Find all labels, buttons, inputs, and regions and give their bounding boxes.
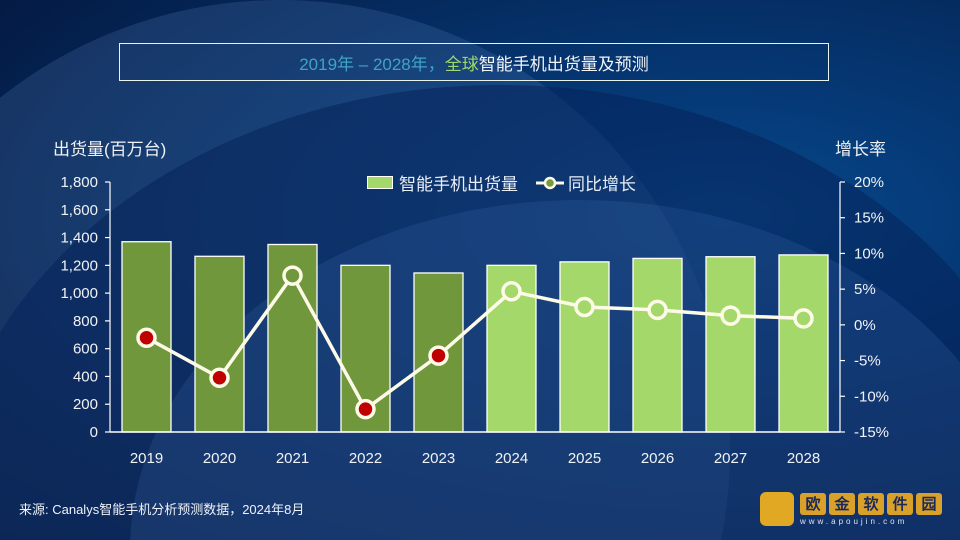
logo-char: 件 xyxy=(887,492,913,515)
bar-2028 xyxy=(778,254,829,433)
legend-bar-label: 智能手机出货量 xyxy=(399,175,518,194)
x-tick-label: 2027 xyxy=(714,450,747,467)
bar-2027 xyxy=(705,256,756,433)
left-axis-title: 出货量(百万台) xyxy=(53,140,167,159)
x-tick-label: 2028 xyxy=(787,450,820,467)
x-tick-label: 2026 xyxy=(641,450,674,467)
growth-marker-2024 xyxy=(501,281,522,302)
x-tick-label: 2020 xyxy=(203,450,236,467)
left-tick-label: 800 xyxy=(73,313,98,330)
logo-icon xyxy=(760,492,794,526)
x-tick-label: 2024 xyxy=(495,450,528,467)
x-tick-label: 2021 xyxy=(276,450,309,467)
left-tick-label: 1,200 xyxy=(60,257,98,274)
growth-marker-2027 xyxy=(720,305,741,326)
growth-marker-2022 xyxy=(355,398,376,420)
growth-marker-2025 xyxy=(574,296,595,318)
legend-line-label: 同比增长 xyxy=(568,175,636,194)
legend-line-swatch-icon xyxy=(536,176,564,189)
left-tick-label: 1,800 xyxy=(60,174,98,191)
growth-marker-2021 xyxy=(282,265,303,286)
growth-marker-2026 xyxy=(647,299,668,321)
bar-2025 xyxy=(559,261,610,433)
right-tick-label: 0% xyxy=(854,317,876,334)
growth-marker-2020 xyxy=(209,367,230,388)
x-tick-label: 2019 xyxy=(130,450,163,467)
logo-char: 金 xyxy=(829,492,855,515)
x-tick-label: 2025 xyxy=(568,450,601,467)
left-tick-label: 400 xyxy=(73,368,98,385)
chart-legend: 智能手机出货量 同比增长 xyxy=(367,170,636,195)
title-years: 2019年 – 2028年， xyxy=(299,54,445,74)
left-tick-label: 1,000 xyxy=(60,285,98,302)
right-tick-label: 10% xyxy=(854,245,884,262)
watermark-logo: 欧金软件园 www.apoujin.com xyxy=(760,492,942,526)
logo-char: 园 xyxy=(916,492,942,515)
logo-url: www.apoujin.com xyxy=(800,516,908,526)
legend-bar-swatch xyxy=(367,176,393,189)
left-tick-label: 200 xyxy=(73,396,98,413)
logo-char: 欧 xyxy=(800,492,826,515)
growth-line xyxy=(145,273,804,411)
right-tick-label: -10% xyxy=(854,388,889,405)
source-note: 来源: Canalys智能手机分析预测数据，2024年8月 xyxy=(19,502,305,517)
growth-marker-2028 xyxy=(793,308,814,329)
left-tick-label: 1,400 xyxy=(60,230,98,247)
right-tick-label: -5% xyxy=(854,353,881,370)
right-axis-title: 增长率 xyxy=(835,140,886,159)
x-tick-label: 2023 xyxy=(422,450,455,467)
right-tick-label: -15% xyxy=(854,424,889,441)
left-tick-label: 0 xyxy=(90,424,98,441)
title-global: 全球 xyxy=(444,54,479,74)
chart-title: 2019年 – 2028年， 全球 智能手机出货量及预测 xyxy=(119,43,829,81)
right-tick-label: 20% xyxy=(854,174,884,191)
right-tick-label: 5% xyxy=(854,281,876,298)
bar-2026 xyxy=(632,257,683,433)
right-tick-label: 15% xyxy=(854,210,884,227)
left-tick-label: 600 xyxy=(73,341,98,358)
growth-marker-2023 xyxy=(428,345,449,366)
x-tick-label: 2022 xyxy=(349,450,382,467)
left-tick-label: 1,600 xyxy=(60,202,98,219)
growth-marker-2019 xyxy=(136,327,157,348)
logo-char: 软 xyxy=(858,492,884,515)
bar-2020 xyxy=(194,255,245,433)
title-subject: 智能手机出货量及预测 xyxy=(478,54,649,74)
